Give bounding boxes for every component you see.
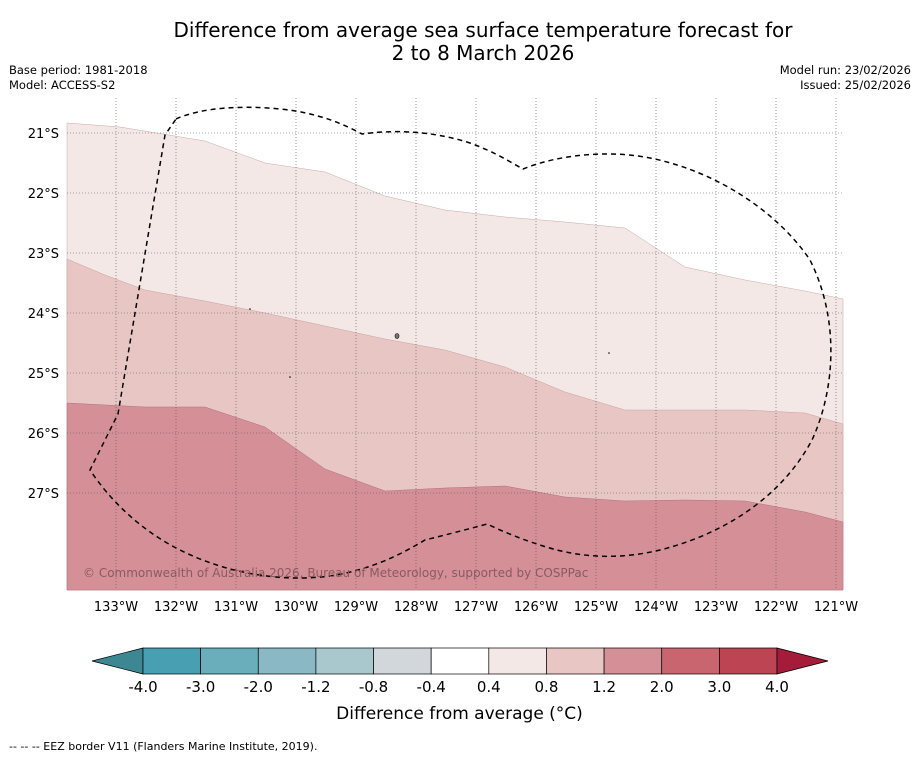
colorbar-box	[430, 647, 490, 675]
colorbar-box	[488, 647, 547, 675]
lat-label: 21°S	[28, 127, 59, 142]
lat-label: 26°S	[28, 427, 59, 442]
colorbar-box	[315, 647, 374, 675]
lon-label: 131°W	[214, 600, 258, 615]
model-name: Model: ACCESS-S2	[9, 78, 116, 92]
colorbar-box	[373, 647, 432, 675]
colorbar-label: Difference from average (°C)	[336, 704, 583, 724]
anomaly-zones	[66, 122, 844, 591]
issued-date: Issued: 25/02/2026	[800, 78, 911, 92]
longitude-labels: 133°W 132°W 131°W 130°W 129°W 128°W 127°…	[94, 600, 858, 615]
colorbar-box	[142, 647, 201, 675]
colorbar-tick-label: 4.0	[765, 678, 789, 696]
colorbar-tick-label: 0.4	[477, 678, 501, 696]
latitude-labels: 21°S 22°S 23°S 24°S 25°S 26°S 27°S	[28, 127, 59, 502]
lon-label: 129°W	[334, 600, 378, 615]
colorbar-over-arrow	[776, 647, 829, 675]
colorbar-tick-label: 2.0	[650, 678, 674, 696]
lon-label: 123°W	[694, 600, 738, 615]
lat-label: 22°S	[28, 187, 59, 202]
colorbar-ticks: -4.0 -3.0 -2.0 -1.2 -0.8 -0.4 0.4 0.8 1.2 2.0 3.0 4…	[128, 678, 789, 696]
lon-label: 130°W	[274, 600, 318, 615]
colorbar-box	[719, 647, 778, 675]
island-markers	[249, 308, 610, 378]
lon-label: 121°W	[814, 600, 858, 615]
title-line-2: 2 to 8 March 2026	[391, 41, 575, 65]
lon-label: 125°W	[574, 600, 618, 615]
lon-label: 124°W	[634, 600, 678, 615]
lat-label: 24°S	[28, 307, 59, 322]
lon-label: 122°W	[754, 600, 798, 615]
colorbar: -4.0 -3.0 -2.0 -1.2 -0.8 -0.4 0.4 0.8 1.2 2.0 3.0 4…	[91, 647, 829, 696]
colorbar-tick-label: -3.0	[186, 678, 215, 696]
lat-label: 23°S	[28, 247, 59, 262]
colorbar-tick-label: 3.0	[707, 678, 731, 696]
base-period: Base period: 1981-2018	[9, 63, 148, 77]
sst-map: © Commonwealth of Australia 2026, Bureau…	[28, 98, 858, 696]
model-run: Model run: 23/02/2026	[779, 63, 911, 77]
lon-label: 126°W	[514, 600, 558, 615]
colorbar-box	[661, 647, 720, 675]
colorbar-tick-label: 1.2	[592, 678, 616, 696]
colorbar-box	[603, 647, 663, 675]
lon-label: 133°W	[94, 600, 138, 615]
zone-1.2-2.0	[66, 402, 844, 591]
meta-right: Model run: 23/02/2026 Issued: 25/02/2026	[780, 63, 911, 93]
colorbar-box	[200, 647, 259, 675]
colorbar-tick-label: -4.0	[128, 678, 157, 696]
colorbar-tick-label: 0.8	[535, 678, 559, 696]
colorbar-boxes	[142, 647, 778, 675]
chart-title: Difference from average sea surface temp…	[0, 19, 919, 65]
graticule	[67, 98, 843, 590]
colorbar-box	[257, 647, 317, 675]
colorbar-box	[546, 647, 605, 675]
lon-label: 132°W	[154, 600, 198, 615]
colorbar-tick-label: -1.2	[301, 678, 330, 696]
colorbar-tick-label: -0.4	[417, 678, 446, 696]
colorbar-tick-label: -2.0	[244, 678, 273, 696]
colorbar-tick-label: -0.8	[359, 678, 388, 696]
title-line-1: Difference from average sea surface temp…	[173, 18, 793, 42]
eez-border	[89, 106, 832, 579]
lon-label: 127°W	[454, 600, 498, 615]
copyright-note: © Commonwealth of Australia 2026, Bureau…	[83, 566, 588, 580]
lon-label: 128°W	[394, 600, 438, 615]
lat-label: 27°S	[28, 487, 59, 502]
eez-footnote: -- -- -- EEZ border V11 (Flanders Marine…	[9, 740, 318, 753]
meta-left: Base period: 1981-2018 Model: ACCESS-S2	[9, 63, 148, 93]
lat-label: 25°S	[28, 367, 59, 382]
colorbar-under-arrow	[91, 647, 144, 675]
